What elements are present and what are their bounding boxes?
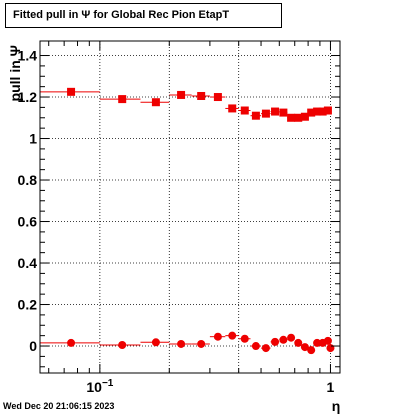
y-axis-title: pull in Ψ [7,45,23,101]
circle-marker [261,344,270,353]
y-tick-label: 1 [29,131,37,147]
square-marker [318,107,327,116]
circle-marker [313,338,322,347]
square-marker [323,106,332,115]
datestamp: Wed Dec 20 21:06:15 2023 [3,401,115,411]
circle-marker [294,338,303,347]
x-axis-title: η [332,398,341,414]
y-tick-label: 0.2 [18,297,38,313]
circle-marker [228,331,237,340]
circle-marker [307,346,316,355]
circle-marker [197,339,206,348]
circle-marker [67,338,76,347]
square-marker [240,106,249,115]
y-tick-label: 0 [29,338,37,354]
square-marker [294,113,303,122]
circle-marker [287,333,296,342]
grid-lines [40,41,340,373]
y-tick-label: 0.8 [18,172,38,188]
square-marker [313,107,322,116]
circle-marker [271,337,280,346]
circle-marker [251,342,260,351]
square-marker [287,113,296,122]
circle-marker [279,335,288,344]
x-tick-label: 1 [327,379,335,395]
chart-title: Fitted pull in Ψ for Global Rec Pion Eta… [5,3,282,28]
square-marker [279,108,288,117]
circle-marker [326,344,335,353]
error-bars [40,91,331,351]
y-tick-label: 0.6 [18,214,38,230]
circle-marker [323,336,332,345]
circle-marker [177,339,186,348]
y-tick-label: 1.4 [18,48,38,64]
circle-marker [240,334,249,343]
axis-ticks [40,41,340,373]
y-tick-label: 1.2 [18,89,38,105]
square-marker [177,90,186,99]
data-markers [67,87,335,355]
square-marker [261,109,270,118]
square-marker [213,93,222,102]
square-marker [118,95,127,104]
circle-marker [151,338,160,347]
x-tick-label: 10−1 [86,378,113,395]
square-marker [151,98,160,107]
square-marker [271,107,280,116]
circle-marker [213,332,222,341]
square-marker [197,91,206,100]
square-marker [300,112,309,121]
square-marker [251,111,260,120]
tick-labels: 0 0.2 0.4 0.6 0.8 1 1.2 1.4 10−1 1 [18,48,335,395]
circle-marker [118,340,127,349]
plot-frame [39,40,341,374]
square-marker [228,104,237,113]
square-marker [67,87,76,96]
square-marker [307,108,316,117]
y-tick-label: 0.4 [18,255,38,271]
circle-marker [300,343,309,352]
